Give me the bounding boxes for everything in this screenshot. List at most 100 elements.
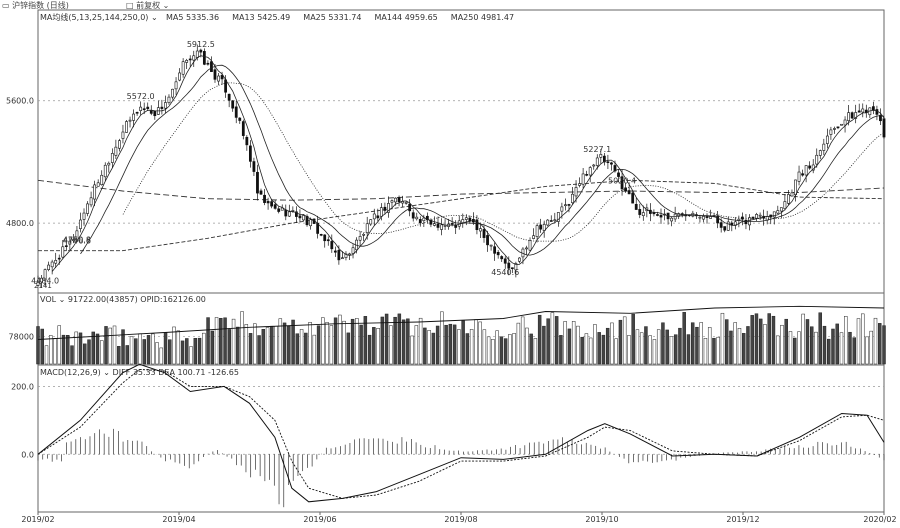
candle — [843, 119, 847, 126]
volume-bar — [129, 336, 134, 365]
candle — [266, 201, 270, 204]
volume-bar — [576, 325, 580, 365]
candle — [348, 253, 351, 256]
volume-bar — [741, 333, 746, 365]
candle — [273, 204, 277, 209]
volume-bar — [597, 332, 601, 365]
volume-bar — [202, 332, 206, 365]
candle — [875, 109, 879, 115]
candle — [617, 172, 620, 177]
candle — [330, 241, 334, 250]
candle — [277, 208, 281, 212]
volume-bar — [588, 337, 593, 365]
volume-bar — [461, 320, 465, 365]
volume-bar — [584, 333, 589, 365]
price-y-tick: 4800.0 — [6, 219, 34, 228]
volume-bar — [835, 323, 839, 365]
candle — [86, 203, 89, 214]
volume-bar — [831, 328, 835, 365]
volume-bar — [36, 326, 40, 365]
candle — [224, 79, 227, 93]
volume-bar — [176, 330, 181, 365]
volume-bar — [231, 318, 236, 365]
volume-bar — [316, 325, 321, 365]
candle — [213, 69, 217, 80]
volume-bar — [278, 318, 283, 365]
candle — [532, 235, 535, 239]
candle — [610, 162, 613, 165]
candle — [627, 190, 631, 195]
candle — [776, 210, 780, 214]
candle — [641, 212, 645, 216]
candle — [585, 174, 589, 176]
volume-bar — [40, 328, 44, 365]
candle — [443, 225, 447, 227]
volume-bar — [822, 325, 827, 365]
volume-bar — [401, 319, 406, 365]
volume-bar — [503, 338, 508, 365]
volume-bar — [435, 325, 440, 365]
candle — [571, 193, 574, 204]
volume-bar — [661, 322, 665, 365]
volume-bar — [66, 334, 70, 365]
volume-bar — [758, 318, 763, 365]
volume-bar — [635, 329, 640, 365]
macd-y-tick: 200.0 — [11, 382, 34, 391]
volume-bar — [686, 334, 691, 365]
candle — [369, 219, 373, 225]
volume-bar — [227, 329, 232, 365]
candle — [383, 206, 387, 211]
volume-bar — [491, 339, 495, 365]
volume-bar — [53, 338, 57, 365]
ma-value-ma13: MA13 5425.49 — [232, 13, 290, 22]
candle — [723, 226, 727, 231]
ma-value-ma144: MA144 4959.65 — [375, 13, 438, 22]
candle — [234, 106, 238, 118]
volume-bar — [121, 329, 125, 365]
candle — [418, 219, 422, 224]
volume-bar — [223, 317, 227, 365]
volume-bar — [168, 339, 172, 365]
volume-bar — [423, 327, 427, 365]
price-annotation: 5227.1 — [583, 145, 611, 154]
volume-bar — [244, 324, 249, 365]
candle — [256, 171, 259, 194]
candle — [206, 62, 210, 65]
candle — [217, 75, 220, 82]
volume-bar — [520, 316, 525, 365]
ma-line-ma144 — [37, 179, 885, 201]
candle — [461, 219, 465, 223]
candle — [171, 88, 174, 98]
volume-bar — [529, 333, 533, 365]
volume-bar — [792, 337, 797, 365]
candle — [72, 239, 75, 241]
volume-bar — [690, 322, 695, 365]
ma-line-ma25 — [122, 82, 885, 242]
volume-bar — [261, 329, 266, 365]
candle — [825, 135, 829, 144]
volume-bar — [146, 335, 151, 365]
candle — [638, 209, 642, 215]
candle — [670, 217, 674, 222]
candle — [592, 164, 596, 167]
candle — [549, 220, 553, 222]
candle — [199, 49, 203, 53]
volume-bar — [236, 326, 240, 365]
volume-bar — [729, 330, 733, 365]
volume-bar — [703, 338, 708, 365]
candle — [595, 157, 599, 166]
volume-bar — [707, 327, 712, 365]
macd-diff-line — [37, 363, 885, 503]
candle — [167, 96, 171, 103]
candle — [822, 143, 826, 151]
volume-bar — [712, 337, 716, 365]
ma-value-ma250: MA250 4981.47 — [451, 13, 514, 22]
volume-bar — [414, 325, 419, 365]
candle — [794, 179, 797, 196]
candle — [93, 184, 97, 200]
plot-frame — [37, 9, 885, 513]
candle — [440, 224, 443, 230]
volume-bar — [801, 313, 805, 365]
candle — [489, 244, 493, 247]
ma-indicator-label: MA均线(5,13,25,144,250,0) ⌄ — [40, 12, 158, 22]
